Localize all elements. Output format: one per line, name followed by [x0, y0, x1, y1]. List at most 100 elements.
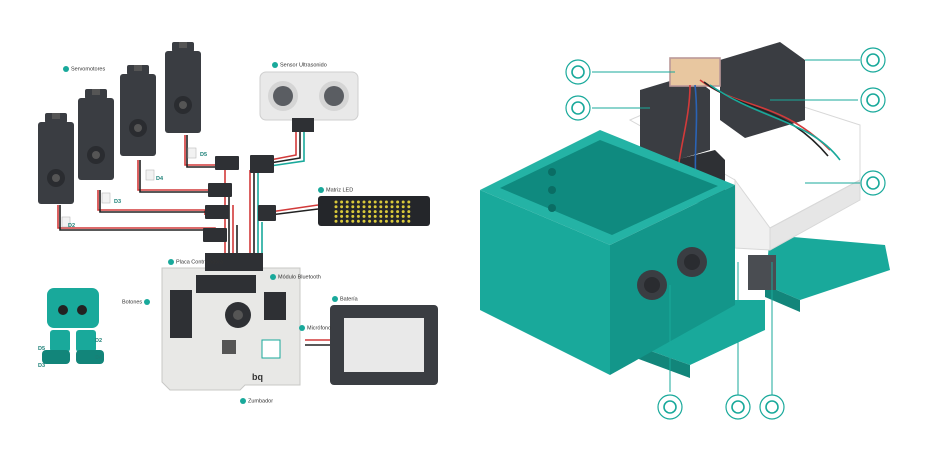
led-dot	[373, 205, 377, 209]
chip-icon	[168, 259, 174, 265]
led-dot	[390, 200, 394, 204]
ultrasonic-sensor	[259, 71, 359, 132]
connector-blocks	[203, 155, 276, 242]
led-dot	[373, 210, 377, 214]
led-dot	[390, 219, 394, 223]
port-tag-d3: D3	[114, 199, 122, 205]
led-dot	[362, 200, 366, 204]
led-dot	[351, 205, 355, 209]
led-dot	[384, 219, 388, 223]
led-dot	[373, 200, 377, 204]
buzzer-label: Zumbador	[248, 398, 274, 405]
bluetooth-label-wrap: Módulo Bluetooth	[270, 274, 321, 280]
exploded-view	[480, 42, 890, 395]
led-dot	[407, 200, 411, 204]
gear-icon-glyph	[731, 400, 745, 414]
led-dot	[368, 219, 372, 223]
led-matrix	[318, 196, 430, 226]
eye-icon	[272, 62, 278, 68]
port-tag-d5: D5	[200, 152, 208, 158]
led-dot	[401, 210, 405, 214]
robot-tag-d5: D5	[38, 346, 46, 352]
led-dot	[340, 210, 344, 214]
led-dot	[396, 210, 400, 214]
eye-icon	[657, 394, 683, 420]
port-tag-d2: D2	[68, 223, 76, 229]
led-dot	[351, 210, 355, 214]
battery-icon	[332, 296, 338, 302]
led-matrix-label: Matriz LED	[326, 187, 354, 194]
port-tag-d4: D4	[156, 176, 164, 182]
led-dot	[334, 210, 338, 214]
bulb-icon	[318, 187, 324, 193]
servos-label-wrap: Servomotores	[63, 66, 105, 72]
battery-icon	[860, 87, 886, 113]
led-dot	[356, 219, 360, 223]
eye-icon-glyph	[663, 400, 677, 414]
led-dot	[401, 205, 405, 209]
led-dot	[396, 200, 400, 204]
led-dot	[345, 200, 349, 204]
bulb-icon	[860, 170, 886, 196]
gear-icon-glyph	[866, 53, 880, 67]
led-dot	[401, 200, 405, 204]
led-dot	[351, 214, 355, 218]
mini-robot-icon	[42, 288, 104, 364]
led-dot	[373, 214, 377, 218]
gear-icon-glyph	[765, 400, 779, 414]
led-dot	[396, 214, 400, 218]
led-dot	[345, 219, 349, 223]
led-dot	[379, 205, 383, 209]
led-dot	[396, 205, 400, 209]
eye-icon	[63, 66, 69, 72]
led-dot	[362, 214, 366, 218]
led-dot	[356, 214, 360, 218]
port-plugs	[61, 147, 197, 228]
battery-label: Batería	[340, 296, 358, 303]
led-dot	[401, 219, 405, 223]
led-dot	[340, 214, 344, 218]
led-dot	[334, 205, 338, 209]
cloud-icon-glyph	[571, 65, 585, 79]
led-dot	[368, 205, 372, 209]
callout-icons	[565, 47, 886, 420]
led-dot	[345, 210, 349, 214]
led-dot	[362, 205, 366, 209]
gear-icon-glyph	[571, 101, 585, 115]
led-dot	[401, 214, 405, 218]
bluetooth-label: Módulo Bluetooth	[278, 274, 321, 281]
wiring-schematic	[38, 42, 438, 391]
led-dot	[334, 219, 338, 223]
led-dot	[345, 205, 349, 209]
led-dot	[351, 200, 355, 204]
cloud-icon	[565, 59, 591, 85]
brand-logo: bq	[252, 372, 263, 382]
led-dot	[379, 214, 383, 218]
led-dot	[334, 200, 338, 204]
led-dot	[379, 200, 383, 204]
led-dot	[379, 210, 383, 214]
led-dot	[390, 214, 394, 218]
led-dot	[340, 200, 344, 204]
microphone-icon	[299, 325, 305, 331]
battery-label-wrap: Batería	[332, 296, 358, 302]
led-dot	[407, 210, 411, 214]
led-dot	[345, 214, 349, 218]
led-dot	[334, 214, 338, 218]
led-dot	[362, 219, 366, 223]
speaker-icon	[240, 398, 246, 404]
robot-tag-d4: D4	[95, 355, 103, 361]
bulb-icon-glyph	[866, 176, 880, 190]
led-dot	[390, 210, 394, 214]
button-icon	[144, 299, 151, 305]
led-dot	[351, 219, 355, 223]
led-dot	[396, 219, 400, 223]
buttons-label: Botones	[122, 299, 143, 306]
led-dot	[356, 205, 360, 209]
led-dot	[384, 210, 388, 214]
buzzer-label-wrap: Zumbador	[240, 398, 273, 404]
microphone-label-wrap: Micrófono	[299, 325, 331, 331]
led-dot	[368, 214, 372, 218]
robot-tag-d3: D3	[38, 363, 46, 369]
